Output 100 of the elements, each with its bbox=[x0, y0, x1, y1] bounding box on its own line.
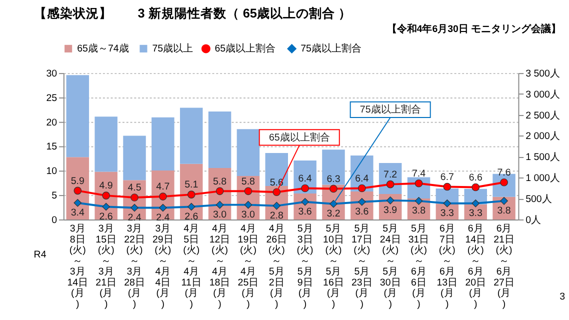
data-label: 3.8 bbox=[412, 206, 426, 217]
data-label: 5.9 bbox=[70, 176, 84, 187]
x-tick-label: 3月15日 (火) ～ 3月21日 (月) bbox=[96, 224, 117, 310]
data-label: 4.7 bbox=[156, 182, 170, 193]
data-label: 7.6 bbox=[497, 168, 511, 179]
x-tick-label: 6月7日 (火) ～ 6月13日 (月) bbox=[436, 224, 458, 310]
x-tick-label: 4月19日 (火) ～ 4月25日 (月) bbox=[238, 224, 259, 310]
data-label: 4.5 bbox=[128, 182, 142, 194]
point bbox=[386, 196, 394, 204]
y-tick-label: 25 bbox=[46, 92, 58, 104]
point bbox=[130, 194, 138, 202]
data-label: 7.2 bbox=[384, 169, 398, 180]
data-label: 3.9 bbox=[384, 205, 398, 216]
data-label: 3.0 bbox=[241, 210, 256, 221]
x-tick-label: 3月8日 (火) ～ 3月14日 (月) bbox=[67, 224, 88, 310]
x-tick-label: 5月24日 (火) ～ 5月30日 (月) bbox=[380, 224, 401, 310]
data-label: 6.4 bbox=[355, 173, 370, 184]
y2-tick-label: 500人 bbox=[526, 194, 552, 205]
point bbox=[74, 186, 82, 195]
point bbox=[74, 198, 82, 207]
x-tick-label: 4月5日 (火) ～ 4月11日 (月) bbox=[181, 224, 202, 310]
point bbox=[216, 187, 224, 196]
annotation: 75歳以上割合 bbox=[360, 104, 421, 116]
point bbox=[244, 187, 252, 196]
data-label: 2.6 bbox=[184, 211, 198, 222]
y2-tick-label: 2 000人 bbox=[526, 131, 560, 142]
y-tick-label: 20 bbox=[46, 117, 58, 128]
x-tick-label: 3月29日 (火) ～ 4月4日 (月) bbox=[152, 224, 174, 310]
data-label: 3.6 bbox=[355, 206, 369, 218]
point bbox=[472, 199, 480, 208]
point bbox=[102, 192, 110, 200]
point bbox=[272, 188, 281, 196]
x-tick-label: 5月31日 (火) ～ 6月6日 (月) bbox=[408, 224, 430, 310]
point bbox=[244, 200, 252, 209]
bar bbox=[180, 108, 203, 164]
data-label: 5.8 bbox=[241, 176, 255, 188]
data-label: 3.6 bbox=[298, 206, 312, 218]
point bbox=[443, 182, 452, 191]
y2-tick-label: 3 500人 bbox=[526, 68, 560, 80]
text: 【令和4年6月30日 モニタリング会議】 bbox=[386, 23, 562, 36]
legend-label: 65歳～74歳 bbox=[77, 42, 129, 55]
point bbox=[187, 202, 196, 211]
y2-tick-label: 1 500人 bbox=[526, 152, 560, 164]
data-label: 5.1 bbox=[184, 180, 198, 191]
data-label: 2.4 bbox=[156, 212, 170, 224]
point bbox=[216, 200, 224, 209]
legend-label: 75歳以上割合 bbox=[300, 42, 362, 55]
bar bbox=[123, 136, 146, 180]
x-tick-label: 4月12日 (火) ～ 4月18日 (月) bbox=[209, 224, 230, 310]
data-label: 7.4 bbox=[412, 168, 426, 180]
data-label: 6.7 bbox=[440, 172, 454, 183]
point bbox=[414, 197, 423, 205]
x-tick-label: 6月14日 (火) ～ 6月20日 (月) bbox=[465, 224, 486, 310]
chart-title: 【感染状況】 3 新規陽性者数（ 65歳以上の割合 ） bbox=[34, 5, 352, 20]
annotation: 65歳以上割合 bbox=[268, 131, 330, 144]
data-label: 6.3 bbox=[326, 174, 340, 185]
bar bbox=[322, 150, 345, 185]
data-label: 3.8 bbox=[497, 206, 511, 217]
point bbox=[472, 183, 480, 192]
x-tick-label: 5月3日 (火) ～ 5月9日 (月) bbox=[296, 224, 314, 310]
point bbox=[301, 184, 309, 192]
x-tick-label: 5月10日 (火) ～ 5月16日 (月) bbox=[323, 224, 344, 310]
point bbox=[187, 190, 196, 198]
data-label: 3.0 bbox=[213, 210, 228, 221]
y2-tick-label: 0人 bbox=[526, 214, 542, 226]
point bbox=[386, 180, 394, 188]
data-label: 3.3 bbox=[468, 208, 482, 220]
point bbox=[159, 204, 167, 212]
point bbox=[330, 184, 338, 193]
x-tick-label: 6月21日 (火) ～ 6月27日 (月) bbox=[494, 224, 514, 310]
y-tick-label: 30 bbox=[46, 68, 58, 80]
bar bbox=[208, 112, 232, 168]
y2-tick-label: 3 000人 bbox=[526, 89, 560, 100]
point bbox=[358, 184, 366, 192]
point bbox=[500, 197, 508, 205]
point bbox=[443, 199, 452, 208]
y-tick-label: 15 bbox=[46, 142, 58, 153]
data-label: 6.6 bbox=[468, 172, 482, 184]
y-tick-label: 5 bbox=[52, 190, 58, 202]
data-label: 2.6 bbox=[99, 211, 113, 222]
x-tick-label: 4月26日 (火) ～ 5月2日 (月) bbox=[266, 224, 288, 310]
y-tick-label: 10 bbox=[46, 166, 58, 178]
data-label: 6.4 bbox=[298, 173, 312, 184]
data-label: 4.9 bbox=[99, 180, 113, 192]
bar bbox=[66, 75, 90, 158]
bar bbox=[236, 129, 260, 176]
legend-label: 75歳以上 bbox=[152, 42, 194, 55]
point bbox=[130, 204, 138, 212]
text: 3 bbox=[560, 291, 566, 302]
data-label: 3.4 bbox=[70, 208, 85, 219]
point bbox=[330, 200, 338, 208]
data-label: 2.4 bbox=[128, 212, 142, 224]
bar bbox=[152, 117, 174, 171]
data-label: 5.8 bbox=[213, 176, 227, 188]
bar bbox=[94, 116, 118, 172]
point bbox=[102, 202, 110, 211]
data-label: 3.3 bbox=[440, 208, 454, 220]
point bbox=[159, 192, 167, 200]
text: R4 bbox=[34, 250, 47, 261]
point bbox=[414, 179, 423, 188]
